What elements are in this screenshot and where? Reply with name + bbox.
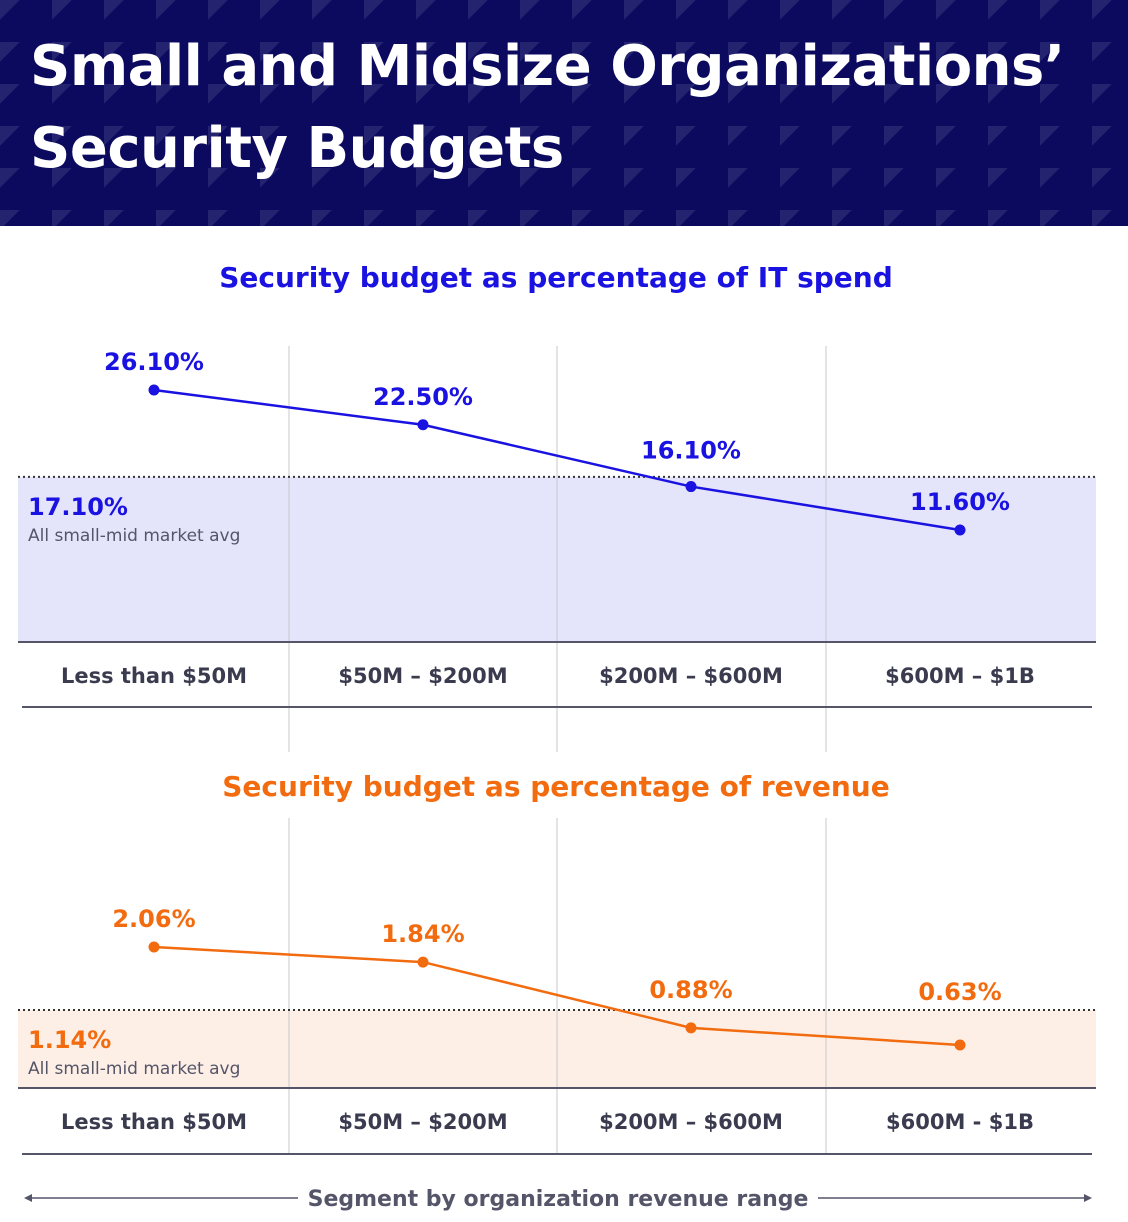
data-label: 26.10% [104, 348, 204, 376]
data-label: 1.84% [381, 920, 464, 948]
data-point [954, 524, 966, 536]
data-point [685, 481, 697, 493]
average-caption: All small-mid market avg [28, 1059, 240, 1079]
series-line [153, 388, 961, 532]
category-label: $600M – $1B [885, 664, 1035, 688]
arrow-left-icon [24, 1194, 32, 1202]
category-label: $50M – $200M [338, 664, 507, 688]
data-label: 0.63% [918, 978, 1001, 1006]
header-banner: Small and Midsize Organizations’ Security… [0, 0, 1128, 226]
data-point [685, 1022, 697, 1034]
average-caption: All small-mid market avg [28, 526, 240, 546]
average-value: 1.14% [28, 1026, 111, 1054]
data-point [148, 941, 160, 953]
series-line [153, 945, 961, 1047]
data-label: 11.60% [910, 488, 1010, 516]
title-line-1: Small and Midsize Organizations’ [30, 34, 1065, 99]
category-label: $200M – $600M [599, 664, 783, 688]
average-value: 17.10% [28, 493, 128, 521]
chart-title: Security budget as percentage of IT spen… [219, 261, 893, 294]
category-label: Less than $50M [61, 664, 247, 688]
category-label: $50M – $200M [338, 1110, 507, 1134]
x-axis-label: Segment by organization revenue range [308, 1187, 809, 1212]
data-label: 0.88% [649, 976, 732, 1004]
title-line-2: Security Budgets [30, 116, 564, 181]
category-label: $600M - $1B [886, 1110, 1034, 1134]
header-pattern [0, 0, 1128, 226]
arrow-right-icon [1084, 1194, 1092, 1202]
category-label: Less than $50M [61, 1110, 247, 1134]
data-point [417, 956, 429, 968]
data-label: 2.06% [112, 905, 195, 933]
category-label: $200M – $600M [599, 1110, 783, 1134]
chart-title: Security budget as percentage of revenue [222, 770, 889, 803]
data-point [148, 384, 160, 396]
data-label: 22.50% [373, 383, 473, 411]
data-label: 16.10% [641, 437, 741, 465]
data-point [954, 1039, 966, 1051]
data-point [417, 419, 429, 431]
page-title: Small and Midsize Organizations’ Security… [30, 26, 1065, 190]
